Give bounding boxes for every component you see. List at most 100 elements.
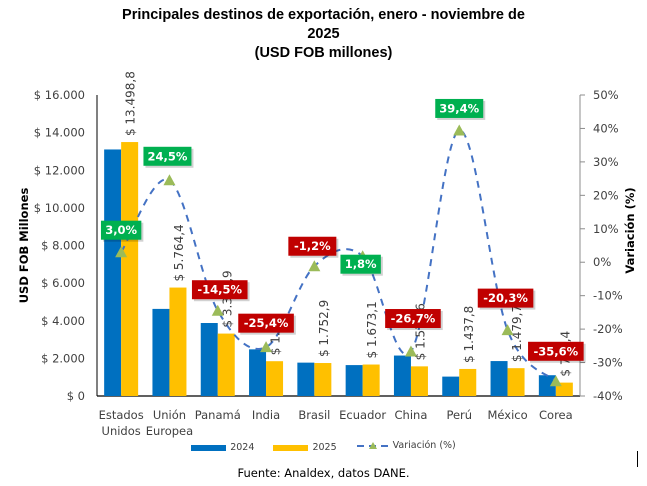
bar-2024	[345, 365, 363, 396]
chart-title: Principales destinos de exportación, ene…	[0, 6, 647, 63]
y2-tick-label: -30%	[593, 356, 623, 370]
y2-tick-label: 50%	[593, 88, 619, 102]
variation-label: 39,4%	[439, 101, 479, 115]
variation-label: 1,8%	[345, 257, 377, 271]
bar-2024	[152, 308, 170, 396]
variation-label-box	[477, 288, 534, 308]
y-tick-label: $ 12.000	[34, 163, 85, 177]
variation-label-box	[528, 341, 584, 361]
variation-label: -26,7%	[391, 312, 436, 326]
y2-tick-label: 30%	[593, 155, 619, 169]
variation-label: 24,5%	[147, 149, 187, 163]
legend-line-marker-icon	[356, 441, 389, 449]
variation-label: -20,3%	[483, 291, 528, 305]
y-tick-label: $ 2.000	[41, 351, 85, 365]
chart-title-line-3: (USD FOB millones)	[254, 45, 393, 61]
legend-item-2025: 2025	[273, 442, 337, 453]
x-tick-label: Corea	[539, 408, 573, 422]
x-tick-label: Panamá	[195, 408, 241, 422]
variation-marker	[163, 174, 176, 186]
y-axis-title: USD FOB Millones	[17, 188, 31, 304]
value-label-2025: $ 1.752,9	[317, 300, 331, 357]
bar-2024	[297, 362, 315, 396]
y2-tick-label: 40%	[593, 121, 619, 135]
bar-2024	[538, 375, 556, 396]
chart-title-line-2: 2025	[307, 26, 340, 42]
y2-tick-label: 0%	[593, 255, 611, 269]
legend-swatch-2025	[273, 444, 309, 451]
y-tick-label: $ 16.000	[34, 88, 85, 102]
legend-swatch-2024	[191, 444, 227, 451]
bar-2025	[459, 368, 477, 396]
y2-tick-label: -10%	[593, 289, 623, 303]
variation-label-box	[100, 220, 142, 240]
bar-2024	[104, 149, 122, 396]
variation-marker	[453, 124, 466, 136]
variation-label-box	[238, 313, 294, 333]
x-tick-label: China	[395, 408, 428, 422]
variation-marker	[549, 375, 562, 387]
y-tick-label: $ 4.000	[41, 314, 85, 328]
y2-tick-label: 20%	[593, 188, 619, 202]
variation-marker	[115, 246, 128, 258]
y2-tick-label: -20%	[593, 322, 623, 336]
x-tick-label: Estados	[99, 408, 144, 422]
y2-tick-label: 10%	[593, 222, 619, 236]
x-tick-label: Ecuador	[339, 408, 386, 422]
variation-marker	[404, 345, 417, 357]
bar-2024	[442, 376, 460, 396]
legend-label-variacion: Variación (%)	[392, 440, 456, 451]
variation-marker	[260, 341, 273, 353]
variation-marker	[308, 260, 321, 272]
y2-axis-title: Variación (%)	[623, 187, 637, 273]
variation-label: -1,2%	[294, 239, 331, 253]
bar-2024	[393, 355, 411, 396]
value-label-2025: $ 1.479,7	[510, 305, 524, 362]
text-cursor	[637, 451, 638, 467]
x-tick-label: Unidos	[102, 424, 141, 438]
variation-label: 3,0%	[105, 223, 137, 237]
x-tick-label: Unión	[153, 408, 186, 422]
bar-2024	[490, 361, 508, 396]
value-label-2025: $ 13.498,8	[124, 71, 138, 136]
variation-label: -14,5%	[197, 283, 242, 297]
bar-2025	[217, 333, 235, 396]
variation-label-box	[435, 98, 484, 118]
variation-label-box	[340, 254, 381, 274]
variation-label-box	[191, 280, 248, 300]
bar-2025	[266, 361, 284, 396]
legend-item-variacion: Variación (%)	[356, 440, 456, 451]
variation-marker	[501, 324, 514, 336]
value-label-2025: $ 1.437,8	[462, 306, 476, 363]
y2-tick-label: -40%	[593, 389, 623, 403]
y-tick-label: $ 6.000	[41, 276, 85, 290]
y-tick-label: $ 14.000	[34, 126, 85, 140]
variation-label-box	[143, 146, 192, 166]
chart-plot: $ 0 $ 2.000 $ 4.000 $ 6.000 $ 8.000 $ 10.000 $…	[17, 71, 637, 438]
variation-label: -25,4%	[244, 316, 289, 330]
source-note: Fuente: Analdex, datos DANE.	[237, 466, 410, 480]
legend-label-2025: 2025	[312, 442, 337, 453]
variation-label-box	[288, 236, 337, 256]
value-label-2025: $ 1.673,1	[365, 301, 379, 358]
bar-2025	[121, 142, 139, 396]
y-tick-label: $ 10.000	[34, 201, 85, 215]
bar-2025	[410, 366, 428, 396]
bar-2024	[249, 349, 267, 396]
bar-2025	[507, 368, 525, 396]
bar-2024	[200, 323, 218, 396]
x-tick-label: Perú	[446, 408, 472, 422]
y-tick-label: $ 8.000	[41, 239, 85, 253]
bar-2025	[362, 364, 380, 396]
variation-label-box	[385, 309, 441, 329]
chart-title-line-1: Principales destinos de exportación, ene…	[122, 7, 525, 23]
value-label-2025: $ 5.764,4	[172, 224, 186, 281]
x-tick-label: Brasil	[298, 408, 330, 422]
legend-label-2024: 2024	[230, 442, 255, 453]
x-tick-label: México	[487, 408, 527, 422]
legend: 2024 2025 Variación (%)	[0, 440, 647, 454]
legend-item-2024: 2024	[191, 442, 254, 453]
variation-marker	[211, 304, 224, 316]
bar-2025	[314, 363, 332, 396]
x-tick-label: India	[252, 408, 280, 422]
